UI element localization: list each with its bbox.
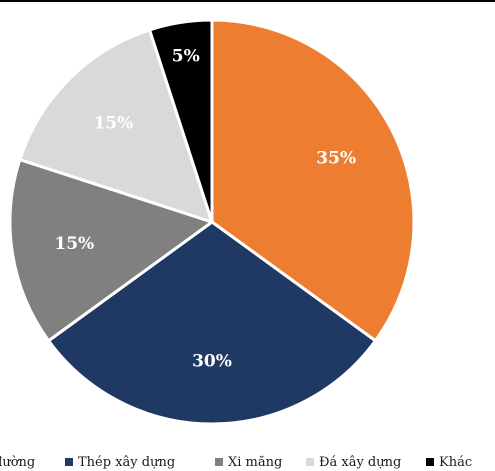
data-label-da: 15%: [93, 113, 133, 133]
legend-swatch-xi-mang: [215, 458, 223, 466]
pie-slice-xi-mang: [8, 158, 214, 343]
legend-label-khac: Khác: [439, 454, 473, 470]
pie-chart: 35% 30% 15% 15% 5%: [8, 18, 416, 426]
pie-slice-duong: [210, 18, 416, 343]
legend-item-da: Đá xây dựng: [306, 453, 401, 471]
legend-item-thep: Thép xây dựng: [65, 453, 175, 471]
data-label-duong: 35%: [316, 149, 356, 169]
data-label-xi-mang: 15%: [54, 234, 94, 254]
data-label-thep: 30%: [192, 351, 232, 371]
pie-slice-thep: [47, 220, 377, 426]
legend-label-thep: Thép xây dựng: [78, 454, 176, 470]
legend-label-xi-mang: Xi măng: [228, 454, 283, 470]
legend-swatch-da: [306, 458, 314, 466]
legend-item-duong: đường: [0, 453, 35, 471]
legend-label-da: Đá xây dựng: [319, 454, 402, 470]
pie-slice-khac: [148, 18, 214, 224]
legend-swatch-thep: [65, 458, 73, 466]
legend-swatch-khac: [426, 458, 434, 466]
legend-label-duong: đường: [0, 454, 36, 470]
legend-item-khac: Khác: [426, 453, 472, 471]
chart-legend: đường Thép xây dựng Xi măng Đá xây dựng …: [0, 453, 495, 471]
legend-item-xi-mang: Xi măng: [215, 453, 282, 471]
top-border: [0, 0, 495, 2]
data-label-khac: 5%: [172, 46, 200, 66]
